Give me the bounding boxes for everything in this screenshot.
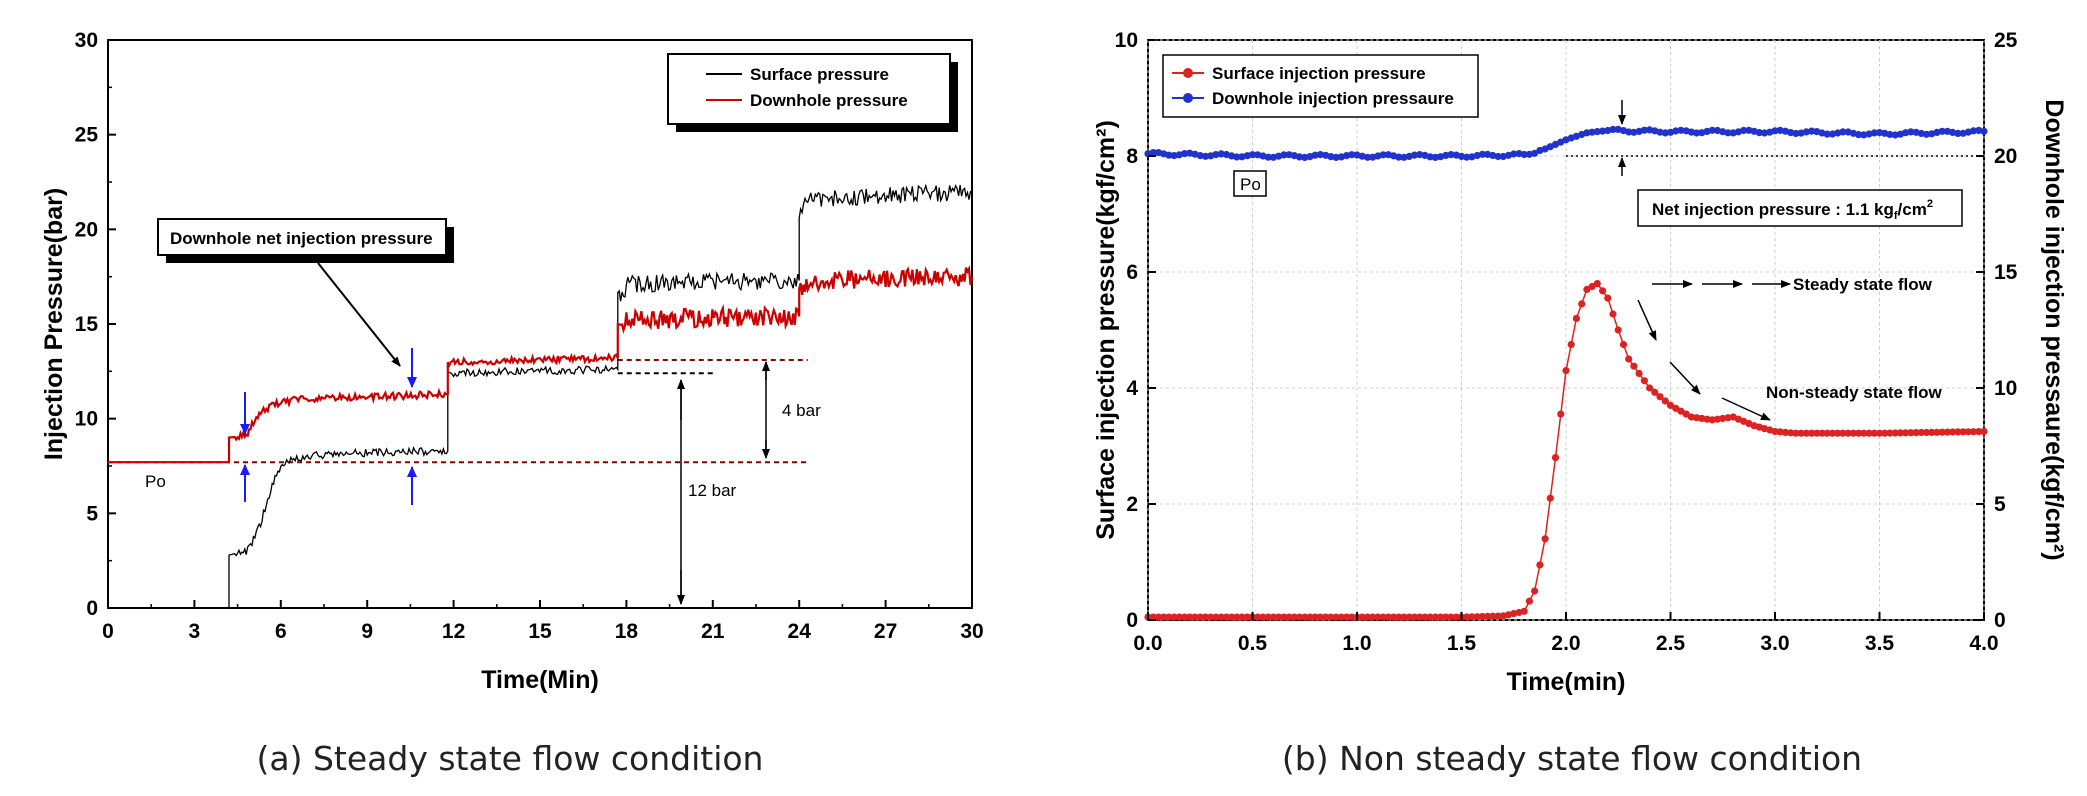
a-xtick-label: 24	[788, 620, 812, 643]
a-xtick-label: 21	[701, 620, 725, 643]
b-series-point-surface	[1594, 280, 1601, 287]
a-xtick-label: 6	[275, 620, 287, 643]
b-series-point-surface	[1609, 310, 1616, 317]
a-ytick-label: 25	[75, 124, 99, 147]
b-series-point-surface	[1568, 341, 1575, 348]
po-label-b: Po	[1240, 175, 1261, 194]
legend-marker-downhole-b	[1183, 93, 1193, 103]
b-series-point-surface	[1573, 315, 1580, 322]
legend-marker-surface-b	[1183, 68, 1193, 78]
b-series-point-surface	[1521, 608, 1528, 615]
a-ytick-label: 5	[86, 502, 98, 525]
b-xtick-label: 0.0	[1133, 632, 1162, 655]
b-y2tick-label: 0	[1994, 609, 2006, 632]
b-series-point-surface	[1604, 295, 1611, 302]
legend-label-surface-b: Surface injection pressure	[1212, 64, 1426, 83]
legend-label-downhole-b: Downhole injection pressaure	[1212, 89, 1454, 108]
chart-b-legend: Surface injection pressure Downhole inje…	[1163, 55, 1478, 117]
b-series-point-surface	[1547, 495, 1554, 502]
b-ytick-label: 8	[1126, 145, 1138, 168]
b-xtick-label: 3.0	[1760, 632, 1789, 655]
b-series-point-surface	[1531, 587, 1538, 594]
legend-label-surface: Surface pressure	[750, 65, 889, 84]
b-series-point-surface	[1620, 341, 1627, 348]
a-xtick-label: 0	[102, 620, 114, 643]
b-y2tick-label: 20	[1994, 145, 2017, 168]
b-y2tick-label: 10	[1994, 377, 2017, 400]
net-pressure-label: Net injection pressure : 1.1 kgf/cm2	[1652, 198, 1933, 222]
b-xtick-label: 1.5	[1447, 632, 1477, 655]
a-xtick-label: 27	[874, 620, 897, 643]
b-xtick-label: 2.5	[1656, 632, 1686, 655]
b-series-point-surface	[1615, 326, 1622, 333]
a-xtick-label: 15	[528, 620, 552, 643]
b-series-point-surface	[1552, 454, 1559, 461]
b-series-point-surface	[1578, 300, 1585, 307]
b-xtick-label: 1.0	[1342, 632, 1371, 655]
b-y2tick-label: 5	[1994, 493, 2006, 516]
b-xtick-label: 3.5	[1865, 632, 1895, 655]
a-xtick-label: 9	[361, 620, 373, 643]
b-series-point-surface	[1636, 370, 1643, 377]
chart-b-xlabel: Time(min)	[1507, 668, 1626, 696]
a-xtick-label: 3	[189, 620, 201, 643]
b-series-point-surface	[1526, 598, 1533, 605]
chart-a-legend: Surface pressure Downhole pressure	[668, 54, 958, 132]
a-ytick-label: 20	[75, 218, 98, 241]
b-xtick-label: 4.0	[1969, 632, 1998, 655]
b-series-point-surface	[1625, 355, 1632, 362]
steady-label: Steady state flow	[1793, 275, 1933, 294]
b-series-point-surface	[1641, 377, 1648, 384]
chart-a-xlabel: Time(Min)	[481, 666, 599, 694]
b-series-point-surface	[1630, 363, 1637, 370]
nonsteady-label: Non-steady state flow	[1766, 383, 1942, 402]
callout-text: Downhole net injection pressure	[170, 229, 433, 248]
chart-b-y2label: Downhole injection pressaure(kgf/cm²)	[2040, 99, 2068, 560]
four-bar-label: 4 bar	[782, 401, 821, 420]
b-series-point-surface	[1536, 561, 1543, 568]
b-ytick-label: 6	[1126, 261, 1138, 284]
chart-b: 0.0 0.5 1.0 1.5 2.0 2.5 3.0 3.5 4.00246810051015…	[1092, 29, 2068, 778]
b-xtick-label: 2.0	[1551, 632, 1580, 655]
a-xtick-label: 18	[615, 620, 639, 643]
b-series-point-surface	[1980, 428, 1987, 435]
a-ytick-label: 10	[75, 408, 98, 431]
twelve-bar-label: 12 bar	[688, 481, 737, 500]
chart-b-caption: (b) Non steady state flow condition	[1282, 739, 1862, 778]
b-series-point-surface	[1562, 367, 1569, 374]
b-ytick-label: 2	[1126, 493, 1138, 516]
a-ytick-label: 30	[75, 29, 98, 52]
b-series-point-surface	[1542, 535, 1549, 542]
b-y2tick-label: 15	[1994, 261, 2018, 284]
po-label-a: Po	[145, 472, 166, 491]
b-y2tick-label: 25	[1994, 29, 2018, 52]
chart-a: 0 3 6 9 12 15 18 21 24 27 30 0 5 10 15 20 25 30 Surface p…	[40, 29, 984, 778]
b-series-point-surface	[1557, 411, 1564, 418]
chart-a-caption: (a) Steady state flow condition	[257, 739, 764, 778]
a-xtick-label: 12	[442, 620, 465, 643]
a-xtick-label: 30	[960, 620, 983, 643]
b-series-point-surface	[1599, 287, 1606, 294]
chart-a-ylabel: Injection Pressure(bar)	[40, 188, 68, 460]
legend-label-downhole: Downhole pressure	[750, 91, 908, 110]
b-xtick-label: 0.5	[1238, 632, 1268, 655]
b-ytick-label: 10	[1115, 29, 1138, 52]
b-ytick-label: 4	[1126, 377, 1138, 400]
chart-b-ylabel: Surface injection pressure(kgf/cm²)	[1092, 120, 1120, 540]
b-ytick-label: 0	[1126, 609, 1138, 632]
a-ytick-label: 15	[75, 313, 99, 336]
a-ytick-label: 0	[86, 597, 98, 620]
b-series-point-downhole	[1980, 128, 1987, 135]
